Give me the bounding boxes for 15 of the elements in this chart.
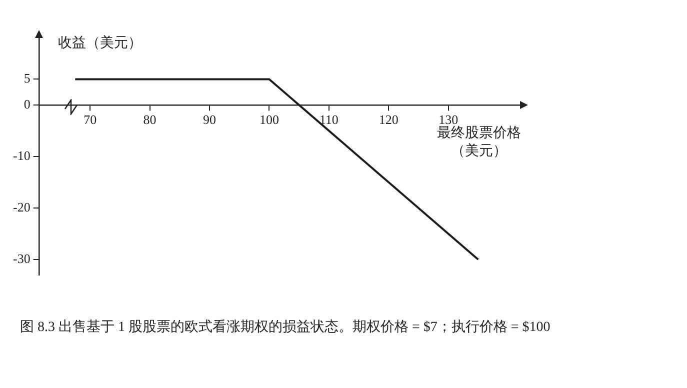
y-tick-label: 0 (24, 96, 30, 112)
x-tick-label: 130 (438, 112, 458, 128)
x-tick-label: 90 (203, 112, 216, 128)
y-tick-label: 5 (24, 70, 30, 86)
x-tick-label: 100 (259, 112, 279, 128)
y-tick-label: -10 (12, 148, 30, 163)
x-tick-label: 70 (84, 112, 97, 128)
x-tick-label: 120 (378, 112, 398, 128)
x-tick-label: 110 (319, 112, 338, 128)
y-axis-title: 收益（美元） (58, 34, 142, 52)
y-tick-label: -20 (12, 199, 30, 214)
x-axis-title: 最终股票价格（美元） (436, 124, 522, 160)
x-tick-label: 80 (143, 112, 156, 128)
caption: 图 8.3 出售基于 1 股股票的欧式看涨期权的损益状态。期权价格 = $7；执行价格 = $100 (20, 318, 552, 337)
y-tick-label: -30 (12, 250, 30, 266)
